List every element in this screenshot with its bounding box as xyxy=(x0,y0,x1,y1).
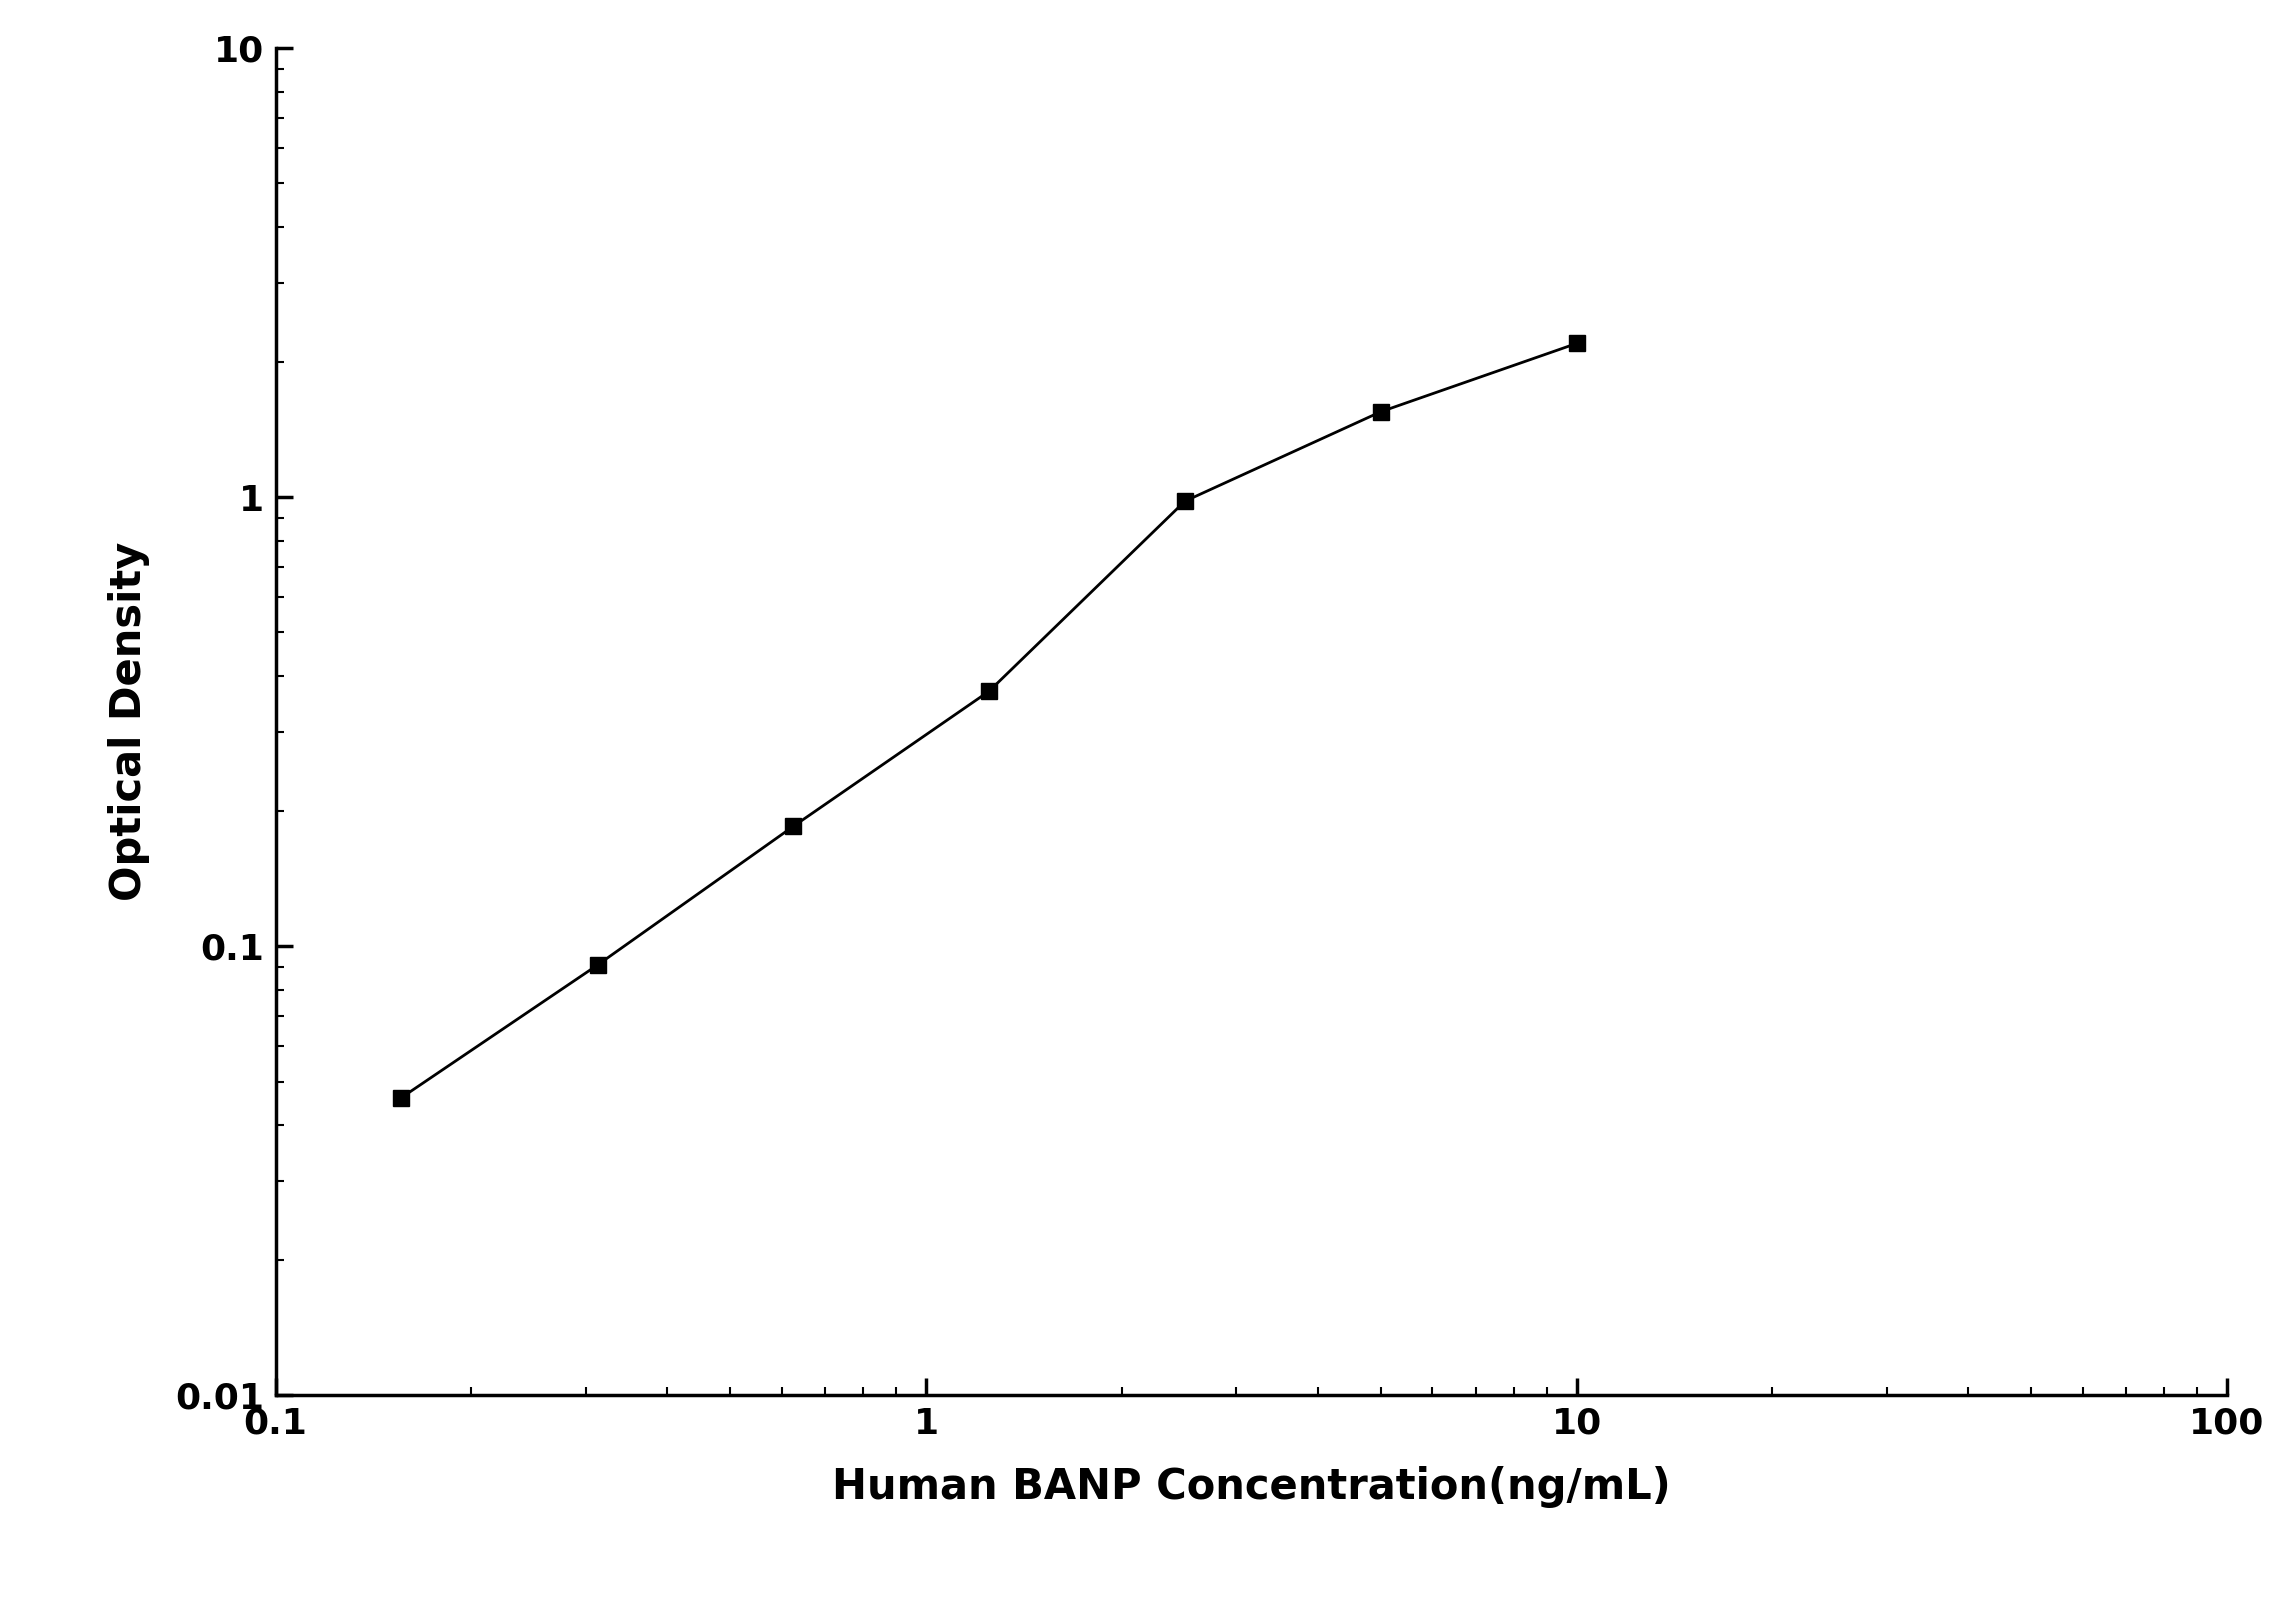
Y-axis label: Optical Density: Optical Density xyxy=(108,542,152,901)
X-axis label: Human BANP Concentration(ng/mL): Human BANP Concentration(ng/mL) xyxy=(831,1466,1671,1508)
